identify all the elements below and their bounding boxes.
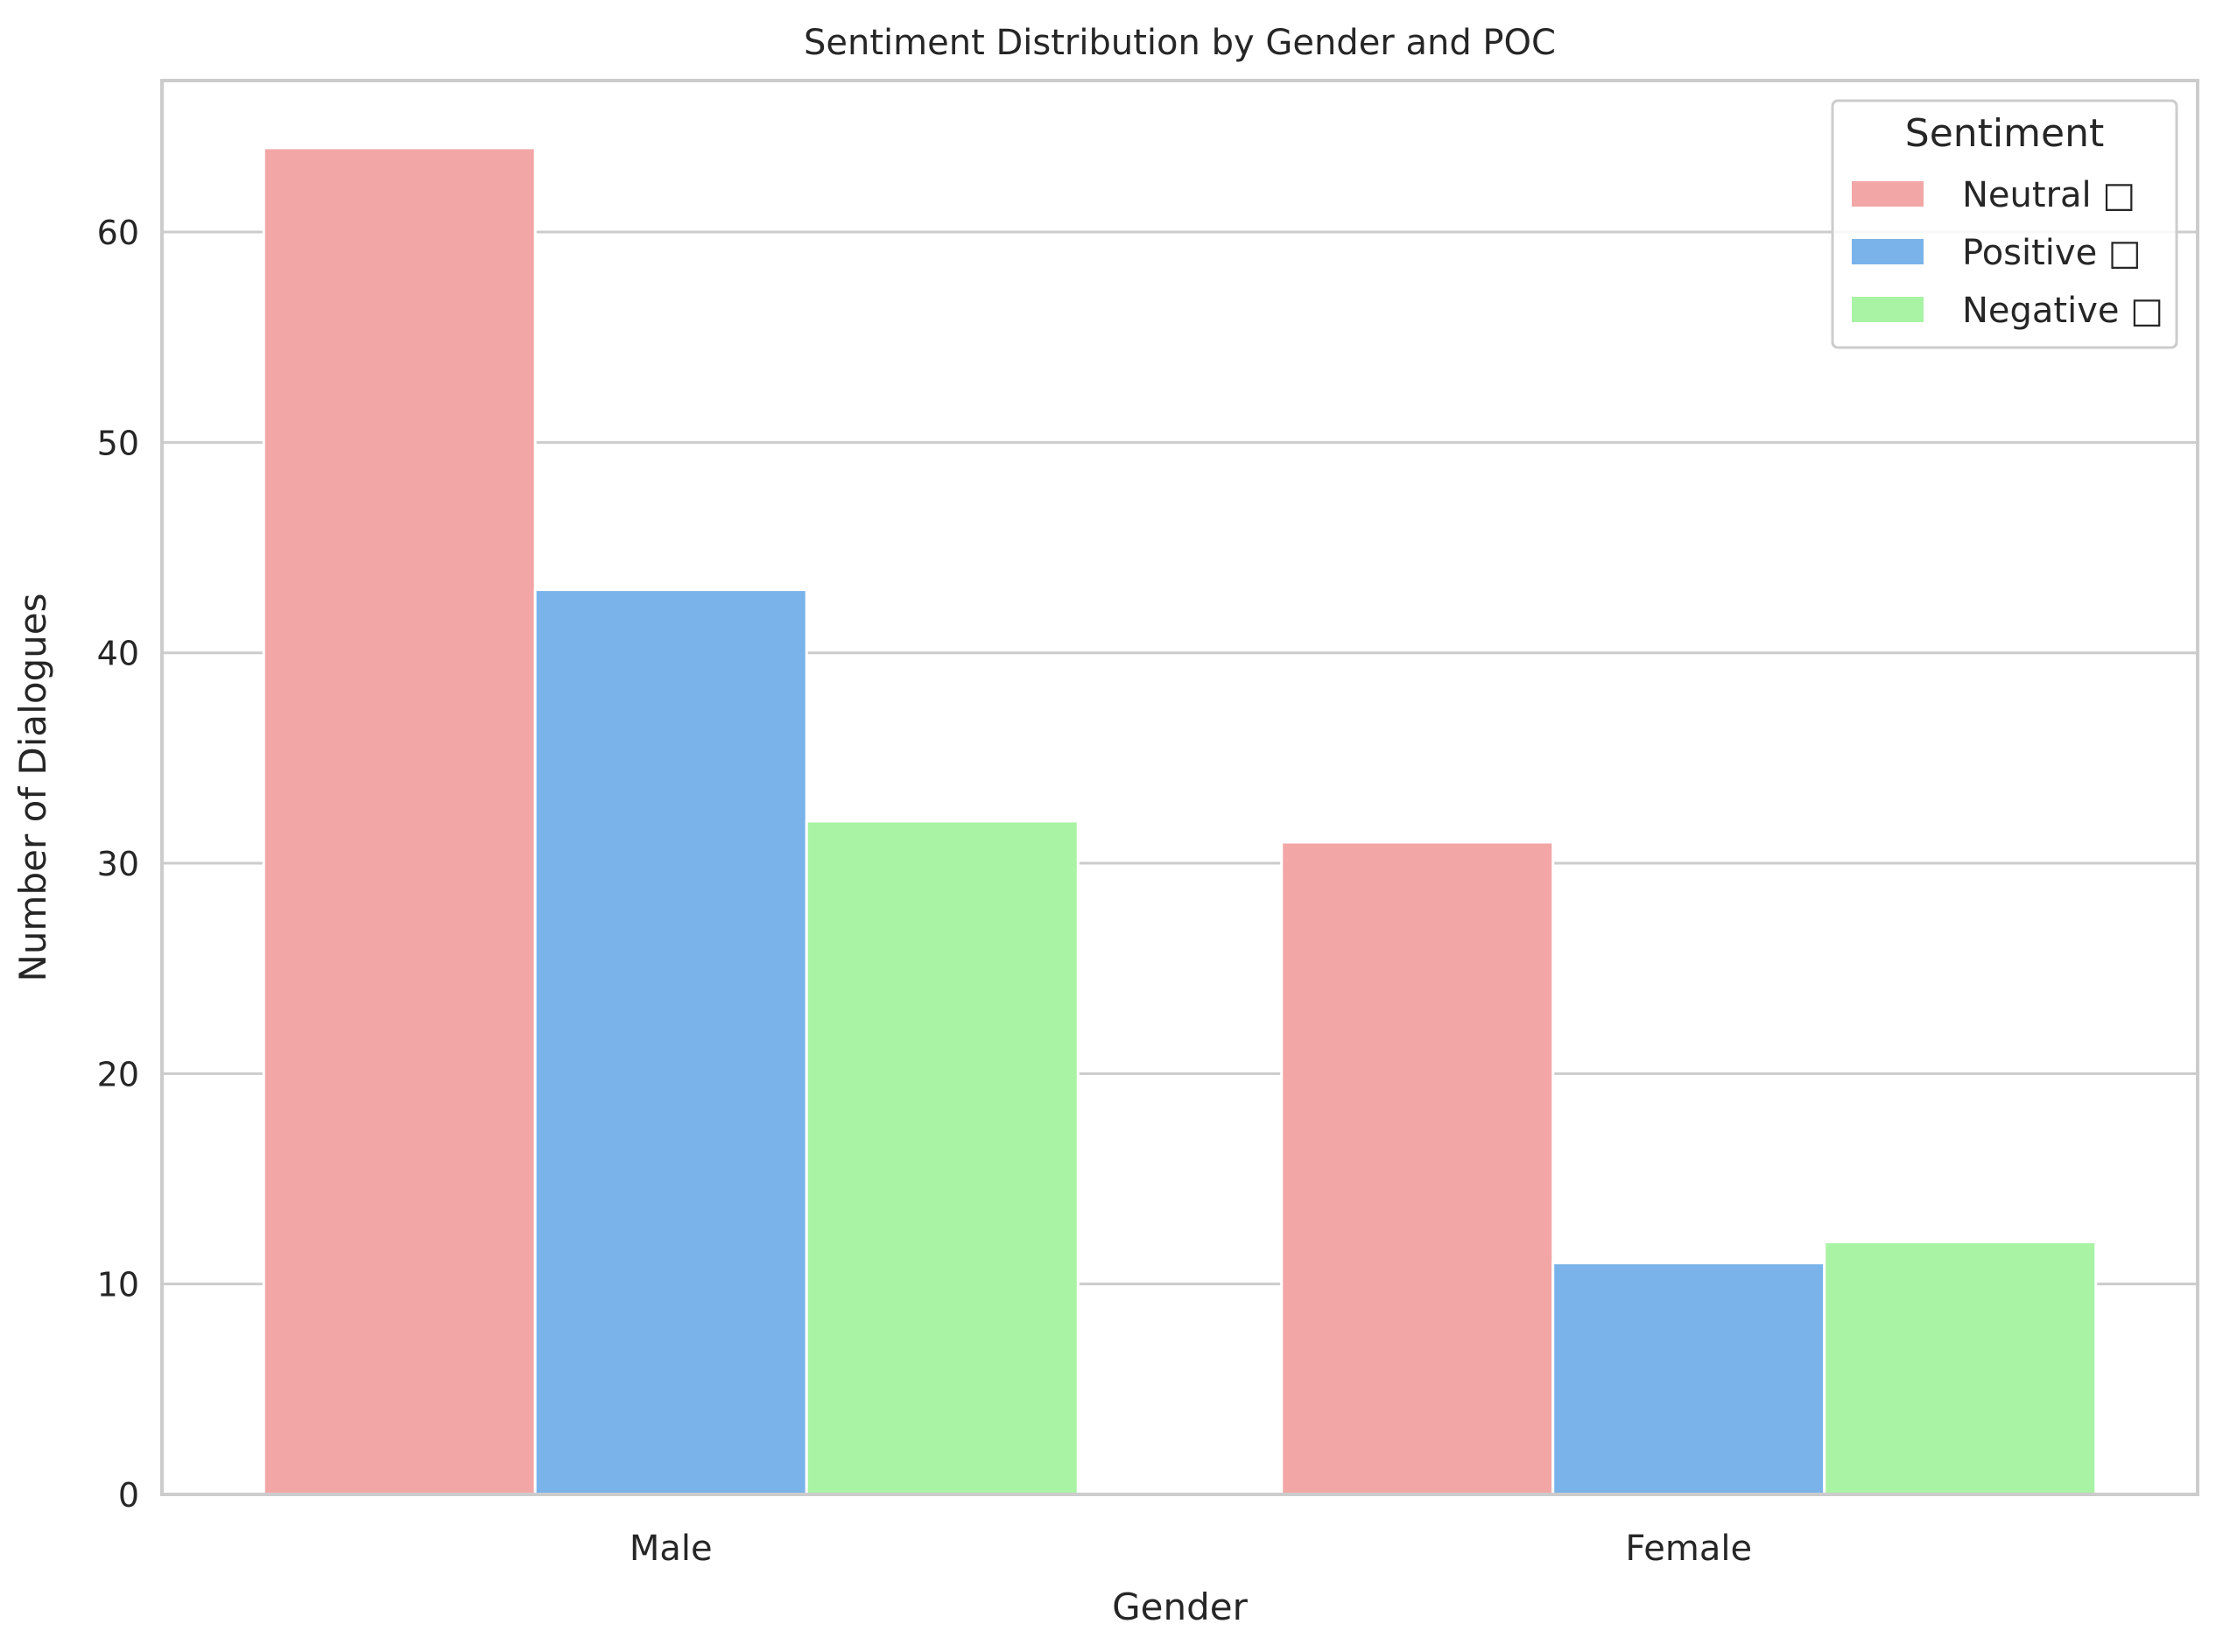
y-tick-label: 20: [97, 1055, 139, 1093]
plot-frame: [160, 79, 2199, 1496]
bars: [262, 146, 2098, 1496]
bar-female-positive: [1551, 1262, 1826, 1496]
legend-items: Neutral □ Positive □ Negative □: [1852, 175, 2163, 331]
x-tick-label: Female: [1625, 1529, 1752, 1569]
legend-swatch: [1852, 181, 1924, 207]
legend-label: Negative □: [1962, 291, 2163, 331]
bar-male-negative: [805, 819, 1080, 1496]
chart-title: Sentiment Distribution by Gender and POC: [804, 23, 1556, 63]
legend-swatch: [1852, 239, 1924, 264]
y-axis-label: Number of Dialogues: [11, 593, 54, 981]
y-tick-label: 50: [97, 424, 139, 462]
legend-title: Sentiment: [1905, 111, 2104, 156]
x-axis-ticks: Male Female: [630, 1529, 1752, 1569]
legend-box: [1831, 99, 2178, 349]
y-tick-label: 60: [97, 214, 139, 252]
bar-female-negative: [1823, 1241, 2098, 1496]
legend-swatch: [1852, 297, 1924, 322]
y-axis-ticks: 0 10 20 30 40 50 60: [97, 214, 139, 1515]
x-axis-label: Gender: [1112, 1585, 1249, 1628]
legend-label: Positive □: [1962, 233, 2142, 273]
bar-male-positive: [533, 588, 808, 1496]
legend-label: Neutral □: [1962, 175, 2135, 215]
bar-female-neutral: [1280, 840, 1555, 1496]
x-tick-label: Male: [630, 1529, 713, 1569]
y-tick-label: 0: [118, 1476, 139, 1515]
y-tick-label: 10: [97, 1266, 139, 1304]
y-tick-label: 30: [97, 845, 139, 883]
legend: Sentiment Neutral □ Positive □ Negative □: [1831, 99, 2178, 349]
y-tick-label: 40: [97, 635, 139, 673]
bar-male-neutral: [262, 146, 537, 1496]
